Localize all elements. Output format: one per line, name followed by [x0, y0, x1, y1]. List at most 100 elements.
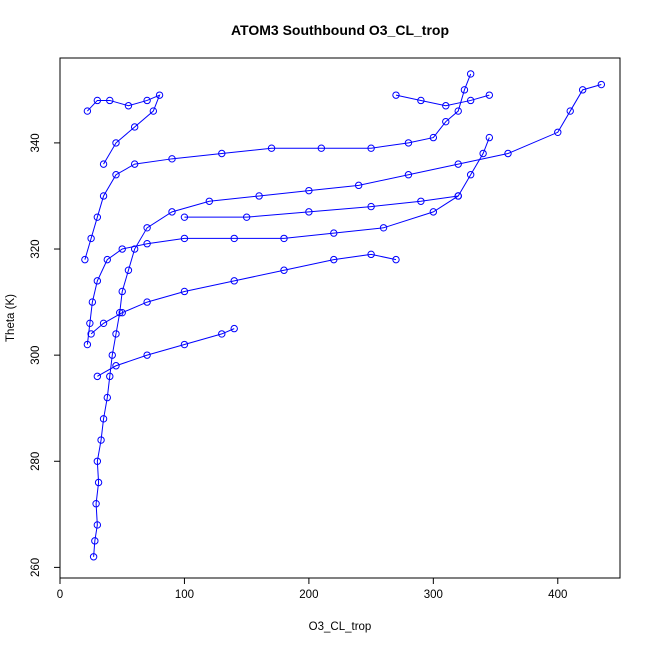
x-tick-label: 300 [424, 589, 443, 601]
data-point [93, 372, 102, 381]
series-7 [392, 91, 494, 110]
data-point [130, 245, 139, 253]
data-point [554, 128, 562, 136]
data-point [106, 96, 114, 105]
data-point [93, 213, 102, 221]
x-axis-label: O3_CL_trop [309, 621, 372, 633]
data-point [180, 234, 189, 243]
y-tick-label: 340 [30, 133, 42, 152]
data-point [93, 521, 102, 529]
data-point [118, 245, 126, 253]
data-point [280, 234, 288, 243]
data-point [88, 298, 97, 306]
series-line [93, 84, 602, 557]
data-point [330, 255, 338, 264]
y-tick-label: 320 [30, 239, 42, 258]
data-point [392, 91, 400, 99]
data-point [267, 144, 276, 152]
x-tick-label: 400 [548, 589, 567, 601]
data-point [417, 197, 425, 205]
data-point [99, 192, 108, 200]
data-point [149, 107, 158, 115]
series-line [86, 137, 490, 345]
data-point [404, 171, 413, 179]
data-point [404, 139, 413, 147]
data-point [108, 351, 116, 359]
data-point [112, 139, 120, 147]
data-point [466, 171, 475, 179]
data-point [112, 362, 120, 370]
data-point [255, 192, 263, 200]
data-point [143, 240, 151, 248]
data-point [218, 330, 226, 338]
data-point [99, 319, 108, 328]
data-point [504, 149, 512, 158]
series-line [97, 328, 235, 377]
data-point [93, 277, 102, 285]
data-point [466, 70, 475, 78]
data-point [180, 287, 189, 296]
series-2 [81, 70, 475, 264]
series-3 [87, 250, 400, 338]
y-axis: 260 280 300 320 340 [30, 133, 60, 577]
data-point [124, 102, 133, 110]
data-point [230, 324, 238, 333]
data-point [280, 266, 288, 274]
data-point [417, 96, 425, 105]
x-axis: 0 100 200 300 400 [57, 578, 567, 601]
y-tick-label: 300 [30, 346, 42, 365]
data-point [89, 553, 98, 561]
chart-title: ATOM3 Southbound O3_CL_trop [231, 22, 449, 38]
data-point [578, 86, 587, 94]
series-5 [93, 324, 238, 381]
data-point [112, 330, 120, 338]
data-point [143, 298, 151, 306]
data-point [479, 149, 487, 158]
data-point [93, 96, 102, 105]
data-point [354, 181, 363, 190]
series-6 [180, 192, 462, 221]
data-point [466, 96, 475, 105]
data-point [81, 255, 89, 264]
series-4 [83, 91, 164, 168]
data-point [103, 393, 111, 402]
series-line [184, 195, 459, 218]
data-point [106, 372, 114, 381]
data-point [454, 192, 462, 200]
data-point [230, 234, 238, 243]
data-point [485, 91, 494, 99]
plot-frame [59, 57, 621, 579]
data-point [155, 91, 164, 99]
data-point [566, 107, 574, 115]
data-point [143, 96, 151, 105]
data-point [118, 287, 126, 296]
data-point [485, 133, 494, 142]
plot-area [81, 70, 606, 561]
data-point [83, 107, 92, 115]
series-1 [83, 133, 494, 349]
series-0 [89, 80, 606, 561]
data-point [103, 255, 111, 264]
data-point [168, 208, 176, 216]
data-point [305, 186, 313, 195]
data-point [218, 149, 226, 158]
series-line [90, 253, 397, 335]
data-point [143, 224, 151, 232]
data-point [367, 202, 375, 211]
data-point [379, 224, 388, 232]
data-point [367, 144, 375, 152]
x-tick-label: 100 [175, 589, 194, 601]
series-line [84, 73, 472, 260]
data-point [130, 160, 139, 168]
data-point [454, 160, 462, 168]
y-tick-label: 280 [30, 452, 42, 471]
y-axis-label: Theta (K) [5, 294, 17, 342]
data-point [99, 415, 108, 423]
data-point [330, 229, 338, 237]
data-point [143, 351, 151, 359]
data-point [597, 80, 606, 89]
data-point [230, 277, 238, 285]
data-point [392, 255, 400, 264]
data-point [305, 208, 313, 216]
